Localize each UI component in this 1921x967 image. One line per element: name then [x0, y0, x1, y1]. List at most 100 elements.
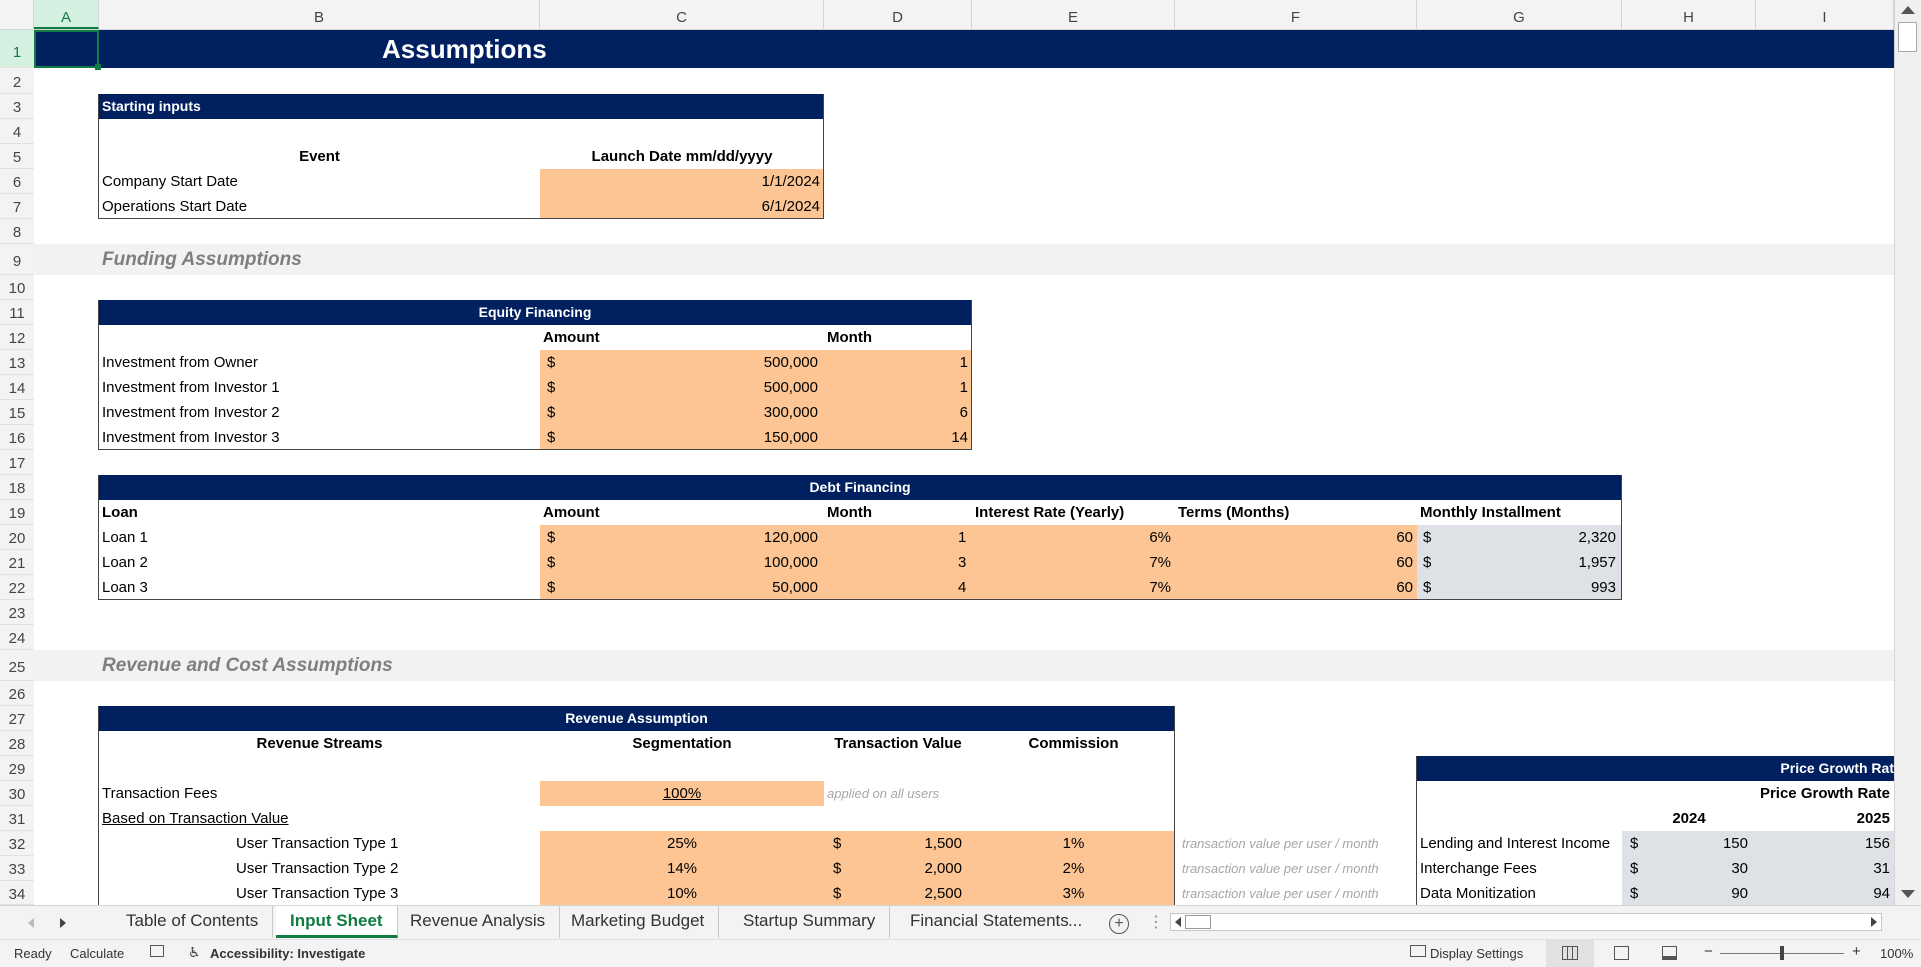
transaction-segmentation[interactable]: 14% — [666, 860, 698, 877]
row-header[interactable]: 21 — [0, 550, 34, 575]
hscroll-left-icon[interactable] — [1175, 917, 1181, 927]
row-header[interactable]: 8 — [0, 219, 34, 244]
loan-amount[interactable]: 50,000 — [772, 579, 818, 596]
transaction-row-input[interactable] — [540, 881, 1174, 905]
company-start-date-input[interactable]: 1/1/2024 — [540, 169, 823, 194]
loan-row-input[interactable] — [540, 550, 1417, 575]
vertical-scrollbar[interactable] — [1894, 0, 1921, 905]
operations-start-date-input[interactable]: 6/1/2024 — [540, 194, 823, 218]
row-header[interactable]: 31 — [0, 806, 34, 831]
row-header[interactable]: 12 — [0, 325, 34, 350]
row-header[interactable]: 25 — [0, 650, 34, 681]
row-header[interactable]: 23 — [0, 600, 34, 625]
transaction-value[interactable]: 2,000 — [924, 860, 962, 877]
row-header[interactable]: 26 — [0, 681, 34, 706]
zoom-out-icon[interactable]: − — [1704, 943, 1713, 960]
row-header[interactable]: 17 — [0, 450, 34, 475]
row-header[interactable]: 7 — [0, 194, 34, 219]
column-header-i[interactable]: I — [1756, 0, 1894, 29]
row-header[interactable]: 9 — [0, 244, 34, 275]
row-header[interactable]: 34 — [0, 881, 34, 905]
column-header-b[interactable]: B — [99, 0, 540, 29]
loan-rate[interactable]: 7% — [1149, 579, 1171, 596]
tab-startup-summary[interactable]: Startup Summary — [729, 906, 891, 938]
row-header[interactable]: 15 — [0, 400, 34, 425]
row-header[interactable]: 5 — [0, 144, 34, 169]
active-cell-a1[interactable] — [34, 30, 99, 68]
row-header[interactable]: 14 — [0, 375, 34, 400]
row-header[interactable]: 28 — [0, 731, 34, 756]
row-header[interactable]: 20 — [0, 525, 34, 550]
horizontal-scrollbar[interactable] — [1170, 913, 1882, 931]
row-header[interactable]: 30 — [0, 781, 34, 806]
equity-month[interactable]: 1 — [959, 354, 968, 371]
loan-month[interactable]: 3 — [958, 554, 967, 571]
loan-amount[interactable]: 100,000 — [763, 554, 818, 571]
row-header[interactable]: 3 — [0, 94, 34, 119]
loan-rate[interactable]: 6% — [1149, 529, 1171, 546]
equity-amount[interactable]: 500,000 — [763, 354, 818, 371]
row-header[interactable]: 2 — [0, 68, 34, 94]
equity-amount[interactable]: 300,000 — [763, 404, 818, 421]
transaction-segmentation[interactable]: 25% — [666, 835, 698, 852]
fill-handle[interactable] — [95, 64, 101, 70]
hscroll-thumb[interactable] — [1185, 915, 1211, 929]
transaction-commission[interactable]: 3% — [1062, 885, 1085, 902]
equity-month[interactable]: 1 — [959, 379, 968, 396]
status-display-settings[interactable]: Display Settings — [1430, 946, 1524, 961]
transaction-row-input[interactable] — [540, 831, 1174, 856]
row-header[interactable]: 4 — [0, 119, 34, 144]
display-settings-icon[interactable] — [1410, 945, 1426, 957]
column-header-f[interactable]: F — [1175, 0, 1417, 29]
transaction-row-input[interactable] — [540, 856, 1174, 881]
loan-terms[interactable]: 60 — [1396, 529, 1413, 546]
macro-recording-icon[interactable] — [150, 945, 164, 957]
normal-view-icon[interactable] — [1562, 946, 1578, 960]
zoom-in-icon[interactable]: + — [1852, 943, 1861, 960]
loan-row-input[interactable] — [540, 525, 1417, 550]
status-accessibility[interactable]: Accessibility: Investigate — [210, 946, 366, 961]
equity-row-input[interactable] — [540, 350, 971, 375]
column-header-c[interactable]: C — [540, 0, 824, 29]
loan-rate[interactable]: 7% — [1149, 554, 1171, 571]
loan-terms[interactable]: 60 — [1396, 554, 1413, 571]
row-header[interactable]: 6 — [0, 169, 34, 194]
transaction-commission[interactable]: 2% — [1062, 860, 1085, 877]
loan-row-input[interactable] — [540, 575, 1417, 599]
row-header[interactable]: 11 — [0, 300, 34, 325]
tab-input-sheet[interactable]: Input Sheet — [276, 906, 398, 938]
row-header[interactable]: 10 — [0, 275, 34, 300]
tab-revenue-analysis[interactable]: Revenue Analysis — [396, 906, 561, 938]
transaction-segmentation[interactable]: 10% — [666, 885, 698, 902]
equity-month[interactable]: 14 — [951, 429, 968, 446]
row-header[interactable]: 24 — [0, 625, 34, 650]
loan-month[interactable]: 4 — [958, 579, 967, 596]
column-header-d[interactable]: D — [824, 0, 972, 29]
add-sheet-icon[interactable]: + — [1109, 914, 1129, 934]
select-all-corner[interactable] — [0, 0, 34, 29]
column-header-h[interactable]: H — [1622, 0, 1756, 29]
equity-amount[interactable]: 150,000 — [763, 429, 818, 446]
row-header[interactable]: 1 — [0, 30, 34, 68]
tab-table-of-contents[interactable]: Table of Contents — [112, 906, 274, 938]
tab-scroll-right-icon[interactable] — [60, 918, 66, 928]
tab-splitter-icon[interactable]: ⋮ — [1148, 914, 1164, 931]
equity-month[interactable]: 6 — [959, 404, 968, 421]
column-header-e[interactable]: E — [972, 0, 1175, 29]
zoom-slider-thumb[interactable] — [1780, 946, 1784, 960]
loan-terms[interactable]: 60 — [1396, 579, 1413, 596]
equity-amount[interactable]: 500,000 — [763, 379, 818, 396]
row-header[interactable]: 18 — [0, 475, 34, 500]
tab-financial-statements[interactable]: Financial Statements — [910, 911, 1069, 930]
equity-row-input[interactable] — [540, 400, 971, 425]
page-layout-view-icon[interactable] — [1614, 946, 1629, 960]
column-header-g[interactable]: G — [1417, 0, 1622, 29]
row-header[interactable]: 16 — [0, 425, 34, 450]
row-header[interactable]: 29 — [0, 756, 34, 781]
column-header-a[interactable]: A — [34, 0, 99, 29]
equity-row-input[interactable] — [540, 425, 971, 449]
row-header[interactable]: 13 — [0, 350, 34, 375]
row-header[interactable]: 19 — [0, 500, 34, 525]
tab-scroll-left-icon[interactable] — [28, 918, 34, 928]
equity-row-input[interactable] — [540, 375, 971, 400]
